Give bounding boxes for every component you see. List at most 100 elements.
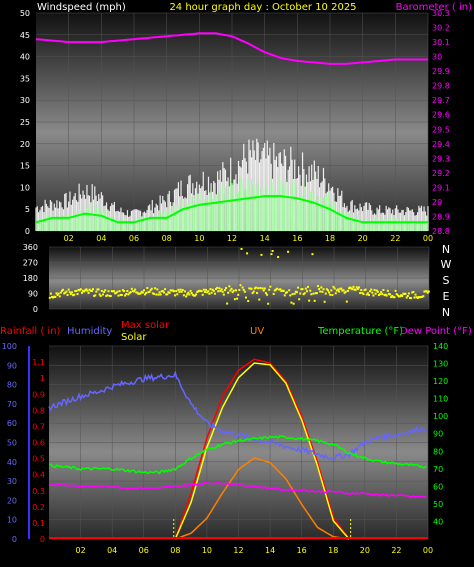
direction-point <box>83 290 86 293</box>
direction-point <box>307 285 310 288</box>
direction-point <box>145 291 148 294</box>
direction-point <box>179 288 182 291</box>
direction-point <box>129 291 132 294</box>
direction-point <box>360 289 363 292</box>
legend-rainfall: Rainfall ( in) <box>0 326 61 337</box>
direction-point <box>209 288 212 291</box>
direction-point <box>169 289 172 292</box>
rain-tick-label: 0.8 <box>32 406 45 415</box>
direction-point <box>56 294 59 297</box>
direction-point <box>164 288 167 291</box>
direction-point <box>284 291 287 294</box>
direction-point <box>182 294 185 297</box>
direction-point <box>277 256 280 259</box>
direction-point <box>310 293 313 296</box>
direction-point <box>152 292 155 295</box>
direction-point <box>297 286 300 289</box>
x-tick-label: 04 <box>107 546 117 555</box>
right-tick-label: 29.7 <box>432 96 450 105</box>
direction-point <box>97 288 100 291</box>
direction-point <box>63 292 66 295</box>
direction-point <box>148 290 151 293</box>
direction-point <box>404 292 407 295</box>
direction-point <box>370 288 373 291</box>
direction-tick-label: 90 <box>28 290 38 299</box>
direction-tick-label: 180 <box>23 274 38 283</box>
direction-point <box>90 289 93 292</box>
direction-point <box>331 293 334 296</box>
windspeed-axis-label: Windspeed (mph) <box>37 2 126 13</box>
x-tick-label: 06 <box>129 234 139 243</box>
direction-point <box>279 288 282 291</box>
barometer-axis-label: Barometer ( in) <box>396 2 472 13</box>
direction-point <box>159 293 162 296</box>
right-tick-label: 30.3 <box>432 9 450 18</box>
temperature-tick-label: 100 <box>433 412 448 421</box>
direction-point <box>382 288 385 291</box>
direction-point <box>244 296 247 299</box>
temperature-tick-label: 70 <box>433 465 443 474</box>
right-tick-label: 30.1 <box>432 38 450 47</box>
direction-point <box>300 288 303 291</box>
direction-point <box>363 289 366 292</box>
temperature-tick-label: 120 <box>433 377 448 386</box>
direction-point <box>243 290 246 293</box>
direction-point <box>270 253 273 256</box>
direction-point <box>202 288 205 291</box>
direction-point <box>420 296 423 299</box>
direction-point <box>65 290 68 293</box>
x-tick-label: 10 <box>194 234 204 243</box>
direction-point <box>377 294 380 297</box>
direction-point <box>372 294 375 297</box>
direction-point <box>223 289 226 292</box>
direction-point <box>389 293 392 296</box>
direction-point <box>186 293 189 296</box>
legend-uv: UV <box>250 326 264 337</box>
direction-point <box>196 290 199 293</box>
direction-point <box>100 289 103 292</box>
x-tick-label: 04 <box>96 234 106 243</box>
x-tick-label: 14 <box>260 234 270 243</box>
direction-point <box>62 288 65 291</box>
direction-point <box>166 293 169 296</box>
direction-point <box>313 299 316 302</box>
uv-line <box>175 457 350 540</box>
direction-point <box>233 298 236 301</box>
direction-point <box>283 294 286 297</box>
direction-point <box>203 291 206 294</box>
direction-point <box>332 285 335 288</box>
direction-point <box>124 294 127 297</box>
direction-point <box>139 292 142 295</box>
right-tick-label: 28.9 <box>432 212 450 221</box>
direction-point <box>126 290 129 293</box>
direction-point <box>215 287 218 290</box>
direction-point <box>232 289 235 292</box>
direction-point <box>305 290 308 293</box>
direction-point <box>293 292 296 295</box>
left-tick-label: 25 <box>20 118 30 127</box>
direction-point <box>180 290 183 293</box>
direction-point <box>106 294 109 297</box>
x-tick-label: 10 <box>202 546 212 555</box>
direction-point <box>76 293 79 296</box>
direction-tick-label: 0 <box>33 305 38 314</box>
rain-tick-label: 0.6 <box>32 439 45 448</box>
direction-point <box>69 293 72 296</box>
direction-point <box>272 292 275 295</box>
direction-point <box>242 288 245 291</box>
direction-point <box>395 293 398 296</box>
direction-point <box>391 294 394 297</box>
direction-point <box>291 293 294 296</box>
temperature-tick-label: 60 <box>433 482 443 491</box>
direction-point <box>87 291 90 294</box>
direction-point <box>340 287 343 290</box>
direction-point <box>381 292 384 295</box>
direction-point <box>178 290 181 293</box>
direction-point <box>344 290 347 293</box>
direction-point <box>315 292 318 295</box>
direction-point <box>156 288 159 291</box>
direction-point <box>107 290 110 293</box>
direction-point <box>197 290 200 293</box>
direction-point <box>184 290 187 293</box>
